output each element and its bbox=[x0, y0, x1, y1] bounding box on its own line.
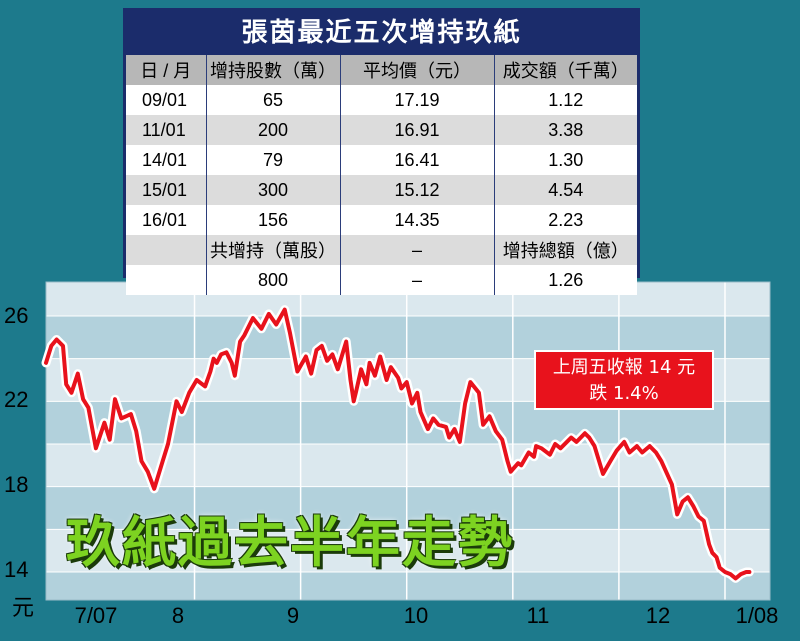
table-cell: 79 bbox=[205, 145, 340, 175]
y-tick-18: 18 bbox=[4, 472, 29, 497]
callout-line1: 上周五收報 14 元 bbox=[552, 357, 696, 378]
y-tick-14: 14 bbox=[4, 557, 29, 582]
table-cell: 3.38 bbox=[493, 115, 637, 145]
price-callout: 上周五收報 14 元 跌 1.4% bbox=[534, 350, 714, 410]
table-row: 09/01 65 17.19 1.12 bbox=[126, 85, 637, 115]
table-cell: 1.26 bbox=[493, 265, 637, 295]
table-cell: 16/01 bbox=[126, 205, 206, 235]
x-tick-oct: 10 bbox=[403, 603, 429, 628]
table-cell: – bbox=[339, 235, 494, 265]
y-tick-26: 26 bbox=[4, 303, 29, 328]
header-shares: 增持股數（萬） bbox=[205, 55, 340, 85]
table-cell: 增持總額（億） bbox=[493, 235, 637, 265]
table-cell: 1.30 bbox=[493, 145, 637, 175]
table-cell: 16.41 bbox=[339, 145, 494, 175]
table-cell: 15.12 bbox=[339, 175, 494, 205]
price-line bbox=[44, 307, 752, 581]
table-cell: 200 bbox=[205, 115, 340, 145]
callout-line2: 跌 1.4% bbox=[589, 383, 659, 404]
table-body: 09/01 65 17.19 1.12 11/01 200 16.91 3.38 14/01 79… bbox=[126, 85, 637, 295]
x-tick-nov: 11 bbox=[526, 603, 550, 628]
purchase-table-panel: 張茵最近五次增持玖紙 日 / 月 增持股數（萬） 平均價（元） 成交額（千萬） … bbox=[123, 8, 640, 295]
chart-title: 玖紙過去半年走勢 bbox=[66, 511, 514, 574]
table-cell: 11/01 bbox=[126, 115, 206, 145]
table-cell: 14/01 bbox=[126, 145, 206, 175]
table-cell: 2.23 bbox=[493, 205, 637, 235]
table-cell: 156 bbox=[205, 205, 340, 235]
x-tick-jan: 1/08 bbox=[735, 603, 779, 628]
grid-band bbox=[46, 529, 770, 572]
y-axis-unit: 元 bbox=[12, 596, 35, 621]
purchase-table: 日 / 月 增持股數（萬） 平均價（元） 成交額（千萬） 09/01 65 17.1… bbox=[126, 55, 637, 295]
table-header-row: 日 / 月 增持股數（萬） 平均價（元） 成交額（千萬） bbox=[126, 55, 637, 85]
table-row: 共增持（萬股） – 增持總額（億） bbox=[126, 235, 637, 265]
table-cell: 16.91 bbox=[339, 115, 494, 145]
x-tick-sep: 9 bbox=[286, 603, 300, 628]
table-row: 11/01 200 16.91 3.38 bbox=[126, 115, 637, 145]
table-cell bbox=[126, 265, 206, 295]
table-cell: 共增持（萬股） bbox=[205, 235, 340, 265]
x-tick-dec: 12 bbox=[645, 603, 671, 628]
y-tick-22: 22 bbox=[4, 387, 29, 412]
table-cell: 4.54 bbox=[493, 175, 637, 205]
table-cell: – bbox=[339, 265, 494, 295]
table-cell: 800 bbox=[205, 265, 340, 295]
header-avg-price: 平均價（元） bbox=[339, 55, 494, 85]
table-cell: 300 bbox=[205, 175, 340, 205]
table-cell: 1.12 bbox=[493, 85, 637, 115]
table-row: 15/01 300 15.12 4.54 bbox=[126, 175, 637, 205]
table-title: 張茵最近五次增持玖紙 bbox=[126, 11, 637, 55]
table-cell: 15/01 bbox=[126, 175, 206, 205]
x-tick-jul: 7/07 bbox=[74, 603, 118, 628]
table-row: 14/01 79 16.41 1.30 bbox=[126, 145, 637, 175]
table-cell bbox=[126, 235, 206, 265]
table-row: 800–1.26 bbox=[126, 265, 637, 295]
x-tick-aug: 8 bbox=[171, 603, 185, 628]
table-row: 16/01 156 14.35 2.23 bbox=[126, 205, 637, 235]
table-cell: 14.35 bbox=[339, 205, 494, 235]
table-cell: 09/01 bbox=[126, 85, 206, 115]
header-date: 日 / 月 bbox=[126, 55, 206, 85]
table-cell: 65 bbox=[205, 85, 340, 115]
table-cell: 17.19 bbox=[339, 85, 494, 115]
header-amount: 成交額（千萬） bbox=[493, 55, 637, 85]
